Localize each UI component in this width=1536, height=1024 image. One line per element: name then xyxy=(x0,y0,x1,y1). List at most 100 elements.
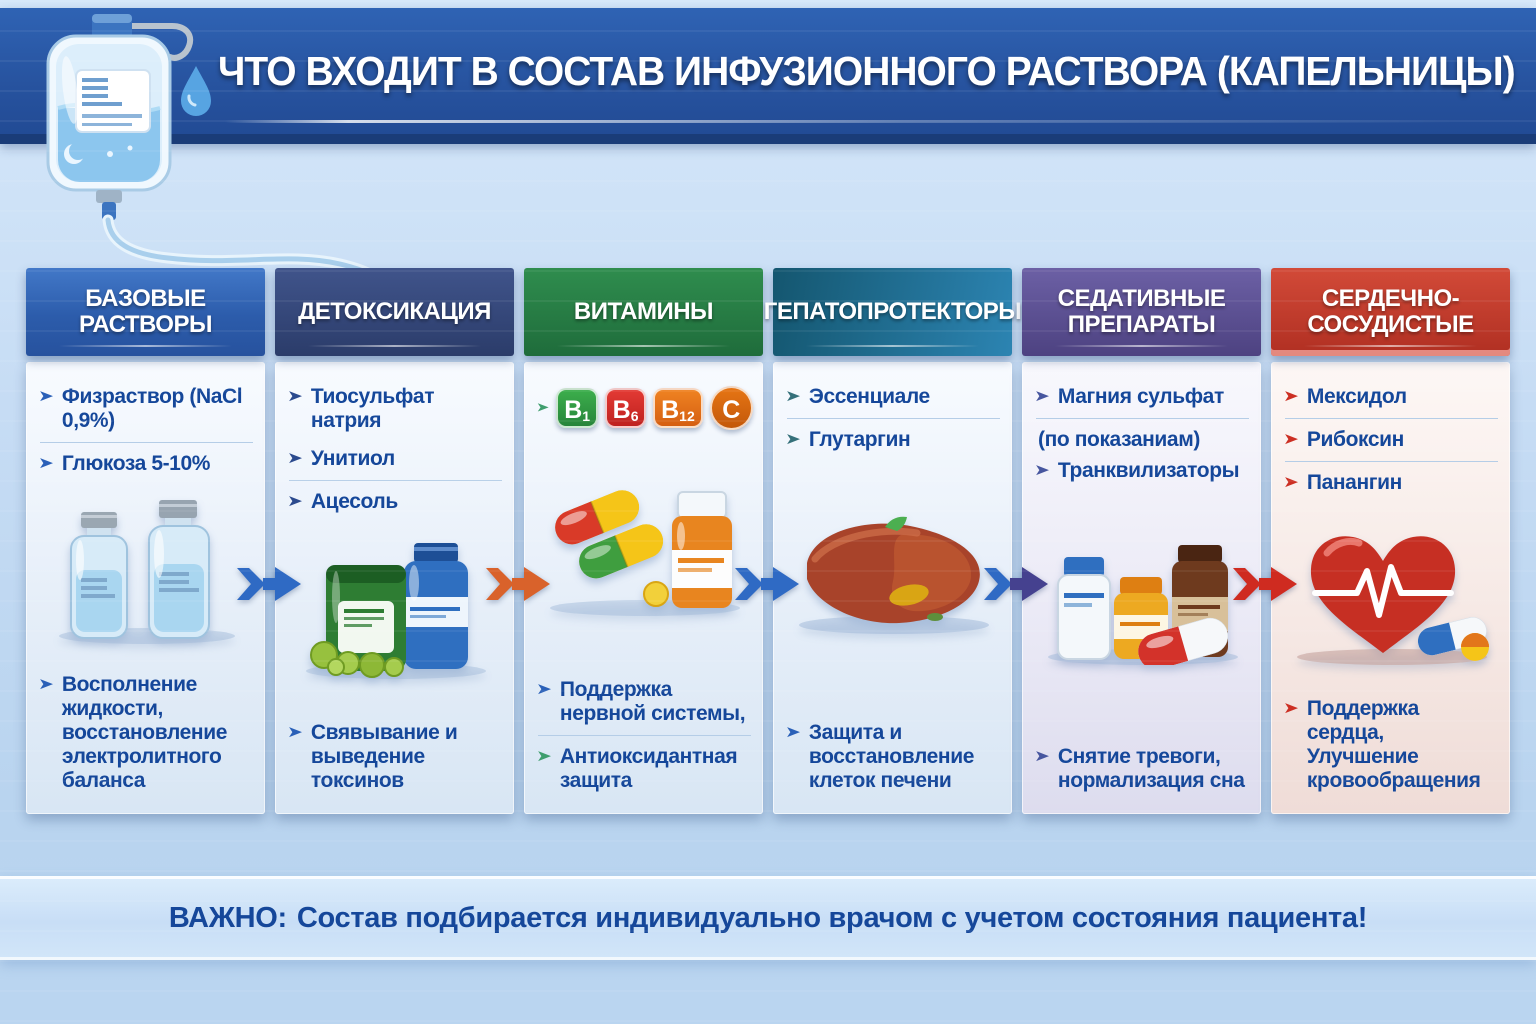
column-card-sedatives: ➤ Магния сульфат (по показаниам) ➤ Транк… xyxy=(1022,362,1261,814)
list-item-label: Физраствор (NaCl 0,9%) xyxy=(61,385,243,432)
flow-arrow-2 xyxy=(486,567,550,601)
badge-letter: B xyxy=(564,396,583,424)
column-card-cardiovascular: ➤ Мексидол ➤ Рибоксин ➤ Панангин xyxy=(1271,362,1510,814)
effect-item: ➤ Восполнение жидкости, восстановление э… xyxy=(38,666,255,800)
list-item: ➤ Глутаргин xyxy=(785,421,1002,459)
list-item-label: Панангин xyxy=(1306,470,1402,494)
list-item-label: Глутаргин xyxy=(808,427,911,451)
saline-bottles-illustration xyxy=(58,499,235,644)
vitamin-c-badge: C xyxy=(709,386,753,430)
ingredient-list: ➤ Тиосульфат натрия ➤ Унитиол ➤ Ацесоль xyxy=(287,378,504,521)
list-item: (по показаниам) xyxy=(1034,421,1251,459)
ingredient-list: ➤ Физраствор (NaCl 0,9%) ➤ Глюкоза 5-10% xyxy=(38,378,255,483)
arrow-icon: ➤ xyxy=(287,449,303,468)
effects-list: ➤ Снятие тревоги, нормализация сна xyxy=(1034,738,1251,800)
list-item-label: Эссенциале xyxy=(808,385,930,408)
effects-list: ➤ Восполнение жидкости, восстановление э… xyxy=(38,666,255,800)
arrow-icon: ➤ xyxy=(287,387,303,406)
effect-item: ➤ Снятие тревоги, нормализация сна xyxy=(1034,738,1251,800)
detox-vials-illustration xyxy=(305,542,486,679)
list-item-label: Ацесоль xyxy=(310,489,398,513)
column-header-hepatoprotectors: ГЕПАТОПРОТЕКТОРЫ xyxy=(764,268,1022,356)
footer-note: ВАЖНО: Состав подбирается индивидуально в… xyxy=(0,876,1536,960)
column-title: СЕДАТИВНЫЕ ПРЕПАРАТЫ xyxy=(1057,284,1226,338)
column-title: ДЕТОКСИКАЦИЯ xyxy=(298,297,491,325)
arrow-icon: ➤ xyxy=(785,724,801,742)
footer-message: Состав подбирается индивидуально врачом … xyxy=(296,901,1368,934)
ingredient-list: ➤ Мексидол ➤ Рибоксин ➤ Панангин xyxy=(1283,378,1500,502)
column-header-base-solutions: БАЗОВЫЕ РАСТВОРЫ xyxy=(26,268,265,356)
arrow-icon: ➤ xyxy=(38,676,54,694)
badge-subscript: 6 xyxy=(630,408,639,424)
vitamin-pills-illustration xyxy=(549,489,740,616)
divider xyxy=(538,735,751,737)
effect-label: Антиоксидантная защита xyxy=(559,745,738,793)
column-card-hepatoprotectors: ➤ Эссенциале ➤ Глутаргин xyxy=(773,362,1012,814)
list-item-label: Транквилизаторы xyxy=(1057,458,1240,482)
list-item: ➤ Эссенциале xyxy=(785,378,1002,416)
divider xyxy=(40,441,253,443)
effects-list: ➤ Поддержка нервной системы, ➤ Антиоксид… xyxy=(536,671,753,800)
arrow-icon: ➤ xyxy=(536,748,552,766)
column-hepatoprotectors: ГЕПАТОПРОТЕКТОРЫ ➤ Эссенциале ➤ Глутарги… xyxy=(764,268,1022,814)
iv-drip-bag-illustration xyxy=(46,14,398,302)
arrow-icon: ➤ xyxy=(536,681,552,699)
column-header-detox: ДЕТОКСИКАЦИЯ xyxy=(275,268,514,356)
list-item-label: Рибоксин xyxy=(1306,427,1404,451)
divider xyxy=(787,417,1000,419)
list-item-label: Глюкоза 5-10% xyxy=(61,451,211,475)
column-card-detox: ➤ Тиосульфат натрия ➤ Унитиол ➤ Ацесоль xyxy=(275,362,514,814)
water-drop-icon xyxy=(181,66,211,116)
divider xyxy=(1285,460,1498,462)
effect-item: ➤ Свявывание и выведение токсинов xyxy=(287,714,504,800)
column-header-sedatives: СЕДАТИВНЫЕ ПРЕПАРАТЫ xyxy=(1022,268,1261,356)
effects-list: ➤ Поддержка сердца, Улучшение кровообращ… xyxy=(1283,690,1500,800)
liver-illustration xyxy=(798,517,989,635)
effect-label: Свявывание и выведение токсинов xyxy=(310,721,458,793)
column-sedatives: СЕДАТИВНЫЕ ПРЕПАРАТЫ ➤ Магния сульфат (п… xyxy=(1022,268,1261,814)
column-header-vitamins: ВИТАМИНЫ xyxy=(524,268,763,356)
list-item: ➤ Рибоксин xyxy=(1283,421,1500,459)
list-item-label: Унитиол xyxy=(310,446,395,470)
divider xyxy=(1285,417,1498,419)
heart-ecg-illustration xyxy=(1296,535,1489,665)
badge-letter: B xyxy=(661,396,680,424)
effect-label: Поддержка сердца, Улучшение кровообращен… xyxy=(1306,697,1481,793)
column-title: СЕРДЕЧНО-СОСУДИСТЫЕ xyxy=(1307,284,1474,338)
effect-label: Восполнение жидкости, восстановление эле… xyxy=(61,673,227,793)
ingredient-list: ➤ Эссенциале ➤ Глутаргин xyxy=(785,378,1002,459)
flow-arrow-3 xyxy=(735,567,799,601)
arrow-icon: ➤ xyxy=(38,387,54,406)
list-item-label: Магния сульфат xyxy=(1057,385,1224,408)
column-header-cardiovascular: СЕРДЕЧНО-СОСУДИСТЫЕ xyxy=(1271,268,1510,356)
list-item: ➤ Физраствор (NaCl 0,9%) xyxy=(38,378,255,440)
list-item: ➤ Мексидол xyxy=(1283,378,1500,416)
arrow-icon: ➤ xyxy=(38,454,54,473)
effect-item: ➤ Защита и восстановление клеток печени xyxy=(785,714,1002,800)
arrow-icon: ➤ xyxy=(1283,700,1299,718)
divider xyxy=(1036,417,1249,419)
footer-text: ВАЖНО: Состав подбирается индивидуально в… xyxy=(169,901,1368,935)
arrow-icon: ➤ xyxy=(785,430,801,449)
sedative-bottles-illustration xyxy=(1047,544,1238,665)
badge-letter: B xyxy=(612,396,631,424)
arrow-icon: ➤ xyxy=(287,724,303,742)
effects-list: ➤ Защита и восстановление клеток печени xyxy=(785,714,1002,800)
effect-item: ➤ Поддержка нервной системы, xyxy=(536,671,753,733)
vitamin-b12-badge: B 12 xyxy=(653,388,703,428)
arrow-icon: ➤ xyxy=(1283,473,1299,492)
list-item: ➤ Магния сульфат xyxy=(1034,378,1251,416)
ingredient-list: ➤ Магния сульфат (по показаниам) ➤ Транк… xyxy=(1034,378,1251,490)
effect-item: ➤ Поддержка сердца, Улучшение кровообращ… xyxy=(1283,690,1500,800)
list-item-label: Мексидол xyxy=(1306,385,1407,408)
flow-arrow-5 xyxy=(1233,567,1297,601)
list-item-label: (по показаниам) xyxy=(1038,427,1200,451)
list-item: ➤ Транквилизаторы xyxy=(1034,459,1251,490)
badge-subscript: 1 xyxy=(582,408,591,424)
column-detox: ДЕТОКСИКАЦИЯ ➤ Тиосульфат натрия ➤ Унити… xyxy=(275,268,514,814)
arrow-icon: ➤ xyxy=(1034,748,1050,766)
arrow-icon: ➤ xyxy=(1283,387,1299,406)
